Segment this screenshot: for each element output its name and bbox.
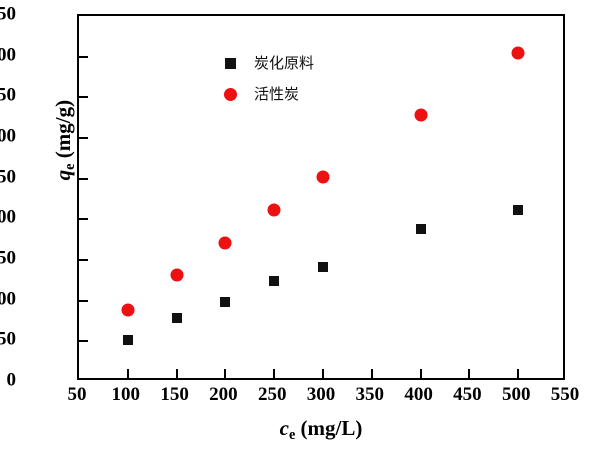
data-point-series-1 [415, 224, 426, 235]
x-axis-tick-label: 200 [209, 384, 238, 405]
x-axis-tick-label: 150 [160, 384, 189, 405]
x-axis-tick-label: 550 [550, 384, 580, 405]
data-point-series-1 [318, 261, 328, 272]
y-axis-tick [79, 177, 88, 180]
y-axis-tick-label: 0 [6, 369, 17, 391]
x-axis-title: ce (mg/L) [77, 416, 565, 443]
x-axis-tick [322, 369, 324, 378]
plot-area: 炭化原料 活性炭 [77, 14, 565, 380]
data-point-series-1 [513, 204, 524, 215]
y-axis-tick-label: 200 [0, 206, 16, 228]
x-axis-subscript: e [288, 426, 296, 443]
x-axis-tick [468, 369, 471, 378]
y-axis-tick-label: 100 [0, 288, 16, 310]
data-point-series-1 [171, 312, 182, 323]
data-point-series-2 [511, 46, 525, 60]
x-axis-tick [370, 369, 373, 378]
y-axis-symbol: q [50, 169, 75, 181]
chart-legend: 炭化原料 活性炭 [223, 54, 314, 103]
y-axis-tick-label: 450 [0, 3, 16, 25]
x-axis-tick [419, 369, 422, 378]
data-point-series-1 [220, 297, 231, 308]
legend-square-marker-icon [224, 57, 236, 69]
data-point-series-2 [316, 170, 330, 184]
x-axis-tick [517, 369, 520, 378]
data-point-series-1 [122, 334, 133, 345]
x-axis-tick-label: 400 [404, 384, 433, 405]
x-axis-tick-label: 450 [453, 384, 482, 405]
x-axis-symbol: c [279, 416, 289, 440]
y-axis-tick-label: 50 [0, 328, 16, 350]
y-axis-tick [79, 218, 88, 221]
y-axis-tick-label: 150 [0, 247, 16, 269]
y-axis-unit: (mg/g) [50, 99, 75, 164]
legend-entry-2[interactable]: 活性炭 [223, 85, 314, 103]
data-point-series-2 [121, 303, 135, 317]
y-axis-tick-label: 350 [0, 84, 16, 106]
x-axis-tick [273, 369, 276, 378]
legend-label: 活性炭 [254, 84, 300, 103]
y-axis-tick [79, 299, 88, 302]
y-axis-tick-label: 250 [0, 166, 16, 188]
y-axis-title: qe (mg/g) [50, 70, 78, 210]
y-axis-tick [79, 259, 88, 261]
data-point-series-2 [267, 203, 281, 217]
data-point-series-1 [269, 276, 280, 287]
x-axis-unit: (mg/L) [295, 416, 363, 440]
y-axis-tick-label: 400 [0, 44, 16, 66]
data-point-series-2 [170, 268, 184, 282]
data-point-series-2 [218, 236, 232, 250]
x-axis-tick-label: 500 [501, 384, 531, 405]
y-axis-tick [79, 340, 88, 343]
data-point-series-2 [414, 108, 428, 122]
x-axis-tick-label: 300 [306, 384, 336, 405]
legend-swatch-container [223, 87, 237, 101]
legend-circle-marker-icon [223, 87, 237, 101]
y-axis-tick-label: 300 [0, 125, 16, 147]
data-points-layer [79, 16, 563, 378]
x-axis-tick [126, 369, 129, 378]
y-axis-subscript: e [61, 163, 78, 170]
x-axis-tick-label: 50 [67, 384, 87, 405]
x-axis-tick [224, 369, 227, 378]
x-axis-tick-label: 250 [257, 384, 287, 405]
y-axis-tick [79, 55, 88, 58]
x-axis-tick [175, 369, 178, 378]
y-axis-tick [79, 137, 88, 139]
y-axis-tick [79, 96, 88, 99]
legend-label: 炭化原料 [254, 53, 315, 72]
legend-entry-1[interactable]: 炭化原料 [223, 54, 314, 72]
x-axis-tick-label: 100 [111, 384, 141, 405]
legend-swatch-container [223, 57, 237, 69]
x-axis-tick-label: 350 [355, 384, 385, 405]
